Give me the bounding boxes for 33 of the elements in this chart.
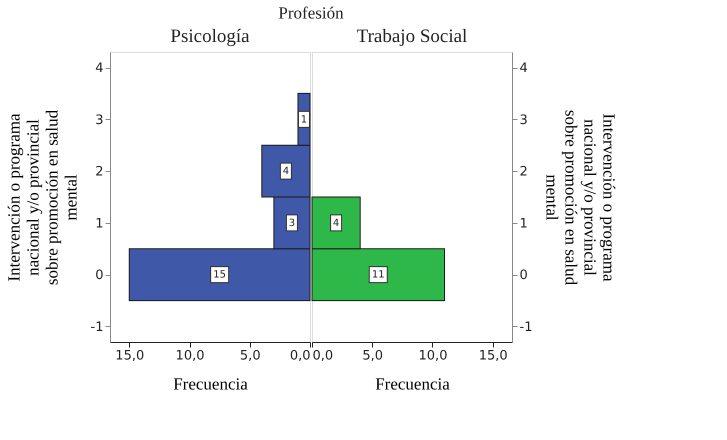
x-tick-label: 10,0 (418, 348, 448, 364)
x-axis-title: Frecuencia (173, 374, 248, 394)
data-label: 1 (300, 114, 308, 126)
y-tick-label: -1 (90, 320, 104, 335)
data-label: 3 (288, 218, 296, 229)
y-axis-title: Intervención o programa nacional y/o provincial sobre promoción en salud mental (542, 110, 618, 286)
data-label: 4 (282, 166, 290, 178)
chart-title: Psicología (170, 26, 250, 47)
y-tick-label: 2 (95, 164, 104, 180)
y-tick-label: -1 (520, 320, 532, 335)
x-tick-label: 0,0 (312, 348, 334, 364)
chart-title: Trabajo Social (356, 26, 468, 47)
data-label: 4 (332, 218, 340, 229)
x-tick-label: 15,0 (115, 348, 144, 364)
y-tick-label: 4 (520, 61, 528, 76)
y-tick-label: 1 (95, 216, 104, 232)
data-label: 15 (213, 270, 226, 281)
y-tick-label: 4 (95, 61, 104, 76)
x-tick-label: 5,0 (240, 348, 261, 364)
x-axis-title: Frecuencia (375, 374, 450, 394)
y-tick-label: 1 (520, 216, 528, 232)
data-label: 11 (372, 270, 385, 281)
y-tick-label: 0 (95, 268, 104, 284)
x-tick-label: 15,0 (478, 348, 508, 364)
x-tick-label: 5,0 (362, 348, 384, 364)
y-tick-label: 3 (95, 112, 104, 128)
y-tick-label: 0 (520, 268, 528, 284)
y-axis-title: Intervención o programa nacional y/o provincial sobre promoción en salud mental (4, 109, 81, 286)
x-tick-label: 10,0 (176, 348, 204, 364)
y-tick-label: 3 (520, 112, 528, 128)
text: Profesión (278, 4, 344, 22)
y-tick-label: 2 (520, 164, 528, 180)
x-tick-label: 0,0 (290, 348, 310, 364)
